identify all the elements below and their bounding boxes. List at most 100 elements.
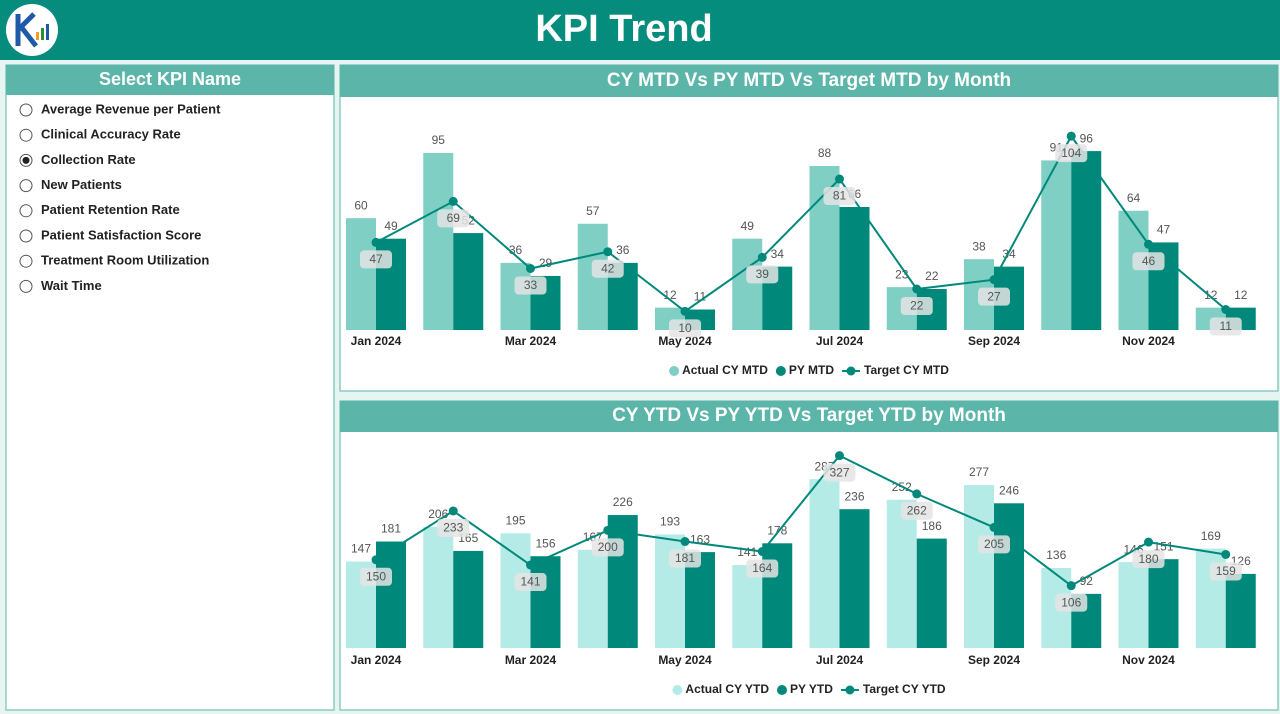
line-point — [989, 275, 999, 285]
x-tick-label: May 2024 — [658, 334, 712, 348]
data-label: 246 — [999, 483, 1019, 497]
line-point — [989, 522, 999, 532]
chart-panel — [339, 400, 1279, 711]
slicer-item[interactable]: Treatment Room Utilization — [41, 253, 209, 268]
line-point — [680, 537, 690, 547]
data-label: 39 — [756, 267, 770, 281]
data-label: 262 — [907, 504, 927, 518]
label-box — [437, 518, 470, 537]
slicer-item[interactable]: Clinical Accuracy Rate — [41, 127, 181, 142]
data-label: 236 — [844, 489, 864, 503]
legend-label: Target CY YTD — [863, 682, 946, 696]
radio-button[interactable] — [19, 103, 33, 117]
line-point — [526, 560, 535, 570]
legend-label: Actual CY MTD — [682, 363, 768, 377]
x-tick-label: Mar 2024 — [505, 334, 557, 348]
label-box — [823, 187, 856, 206]
data-label: 141 — [520, 575, 540, 589]
slicer-item[interactable]: Wait Time — [41, 278, 102, 293]
slicer-item[interactable]: Collection Rate — [41, 152, 136, 167]
radio-button[interactable] — [19, 128, 33, 142]
label-box — [514, 276, 547, 295]
line-point — [371, 555, 381, 565]
data-label: 193 — [660, 515, 680, 529]
data-label: 205 — [984, 537, 1004, 551]
data-label: 200 — [598, 540, 618, 554]
slicer-item[interactable]: Patient Satisfaction Score — [41, 227, 201, 242]
data-label: 49 — [384, 219, 398, 233]
data-label: 47 — [1157, 223, 1171, 237]
bar — [453, 550, 484, 648]
slicer-item[interactable]: New Patients — [41, 177, 122, 192]
data-label: 12 — [1234, 288, 1248, 302]
data-label: 181 — [381, 522, 401, 536]
data-label: 180 — [1138, 552, 1158, 566]
bar — [886, 499, 917, 648]
label-box — [900, 501, 933, 520]
legend-swatch — [845, 685, 855, 695]
data-label: 81 — [833, 189, 847, 203]
chart-header — [340, 65, 1278, 97]
label-box — [1132, 252, 1165, 271]
x-tick-label: Jan 2024 — [351, 653, 402, 667]
bar — [453, 233, 484, 330]
label-box — [360, 250, 392, 269]
line-point — [835, 451, 844, 461]
bar — [685, 552, 715, 648]
slicer-panel — [5, 64, 335, 711]
label-box — [746, 559, 779, 578]
legend-label: Actual CY YTD — [685, 682, 769, 696]
slicer-item[interactable]: Average Revenue per Patient — [41, 101, 221, 116]
bar — [994, 503, 1024, 648]
line-point — [1221, 549, 1231, 559]
data-label: 164 — [752, 561, 772, 575]
chart-header — [340, 401, 1278, 432]
label-box — [360, 567, 392, 586]
data-label: 92 — [1080, 574, 1094, 588]
slicer-header — [6, 65, 334, 95]
data-label: 23 — [895, 267, 909, 281]
x-tick-label: Sep 2024 — [968, 334, 1020, 348]
data-label: 33 — [524, 278, 538, 292]
line-point — [1144, 239, 1153, 249]
radio-button[interactable] — [19, 254, 33, 268]
data-label: 64 — [1127, 191, 1141, 205]
line-point — [757, 252, 767, 262]
label-box — [591, 259, 624, 278]
data-label: 327 — [829, 465, 849, 479]
bar — [964, 485, 994, 648]
bar — [809, 479, 840, 648]
line-point — [912, 284, 922, 294]
label-box — [1055, 144, 1088, 163]
bar — [839, 509, 870, 648]
radio-button[interactable] — [19, 279, 33, 293]
radio-button[interactable] — [19, 204, 33, 218]
radio-button[interactable] — [19, 229, 33, 243]
radio-button[interactable] — [19, 179, 33, 193]
bar — [577, 549, 608, 648]
data-label: 49 — [741, 219, 755, 233]
data-label: 95 — [432, 133, 446, 147]
data-label: 22 — [910, 299, 924, 313]
radio-dot — [22, 156, 30, 164]
logo-bar — [41, 28, 44, 40]
data-label: 186 — [922, 519, 942, 533]
data-label: 47 — [369, 252, 383, 266]
data-label: 11 — [1220, 319, 1233, 333]
data-label: 147 — [351, 542, 371, 556]
legend-item: Target CY MTD — [842, 363, 949, 377]
data-label: 141 — [737, 545, 757, 559]
slicer-item[interactable]: Patient Retention Rate — [41, 202, 180, 217]
legend-item: Actual CY MTD — [669, 363, 768, 377]
legend-swatch — [776, 685, 787, 695]
bar — [423, 152, 454, 330]
label-box — [437, 209, 470, 228]
chart-title: CY MTD Vs PY MTD Vs Target MTD by Month — [607, 70, 1011, 91]
line-point — [371, 237, 381, 247]
line-point — [912, 489, 922, 499]
logo-bar — [36, 32, 39, 40]
bar — [607, 515, 638, 648]
x-tick-label: Nov 2024 — [1122, 653, 1175, 667]
line-point — [1066, 581, 1076, 591]
bar — [423, 526, 454, 648]
